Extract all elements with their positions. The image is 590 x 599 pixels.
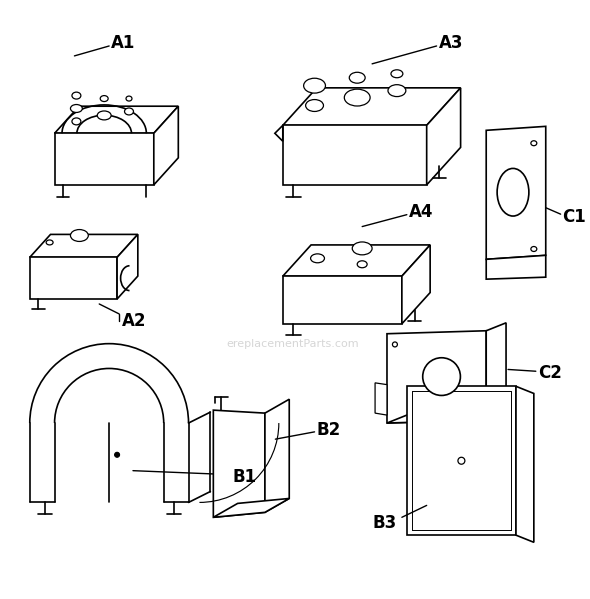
Ellipse shape: [388, 84, 406, 96]
Ellipse shape: [497, 168, 529, 216]
Text: B2: B2: [316, 420, 341, 439]
Polygon shape: [486, 255, 546, 279]
Ellipse shape: [100, 96, 108, 102]
Ellipse shape: [422, 358, 460, 395]
Ellipse shape: [392, 342, 398, 347]
Polygon shape: [54, 106, 178, 134]
Polygon shape: [265, 399, 289, 512]
Polygon shape: [30, 258, 117, 299]
Polygon shape: [407, 386, 516, 535]
Ellipse shape: [72, 118, 81, 125]
Polygon shape: [154, 106, 178, 185]
Text: B1: B1: [232, 468, 256, 486]
Ellipse shape: [306, 99, 323, 111]
Text: A2: A2: [122, 312, 146, 330]
Text: A4: A4: [409, 202, 433, 220]
Ellipse shape: [357, 261, 367, 268]
Polygon shape: [486, 126, 546, 259]
Polygon shape: [283, 245, 430, 276]
Ellipse shape: [458, 457, 465, 464]
Polygon shape: [402, 245, 430, 324]
Ellipse shape: [391, 70, 403, 78]
Ellipse shape: [124, 108, 133, 115]
Ellipse shape: [70, 104, 83, 113]
Ellipse shape: [345, 89, 370, 106]
Ellipse shape: [352, 242, 372, 255]
Ellipse shape: [531, 247, 537, 252]
Text: ereplacementParts.com: ereplacementParts.com: [227, 338, 359, 349]
Text: A3: A3: [438, 34, 463, 52]
Ellipse shape: [126, 96, 132, 101]
Ellipse shape: [46, 240, 53, 245]
Text: A1: A1: [111, 34, 136, 52]
Polygon shape: [427, 88, 461, 185]
Ellipse shape: [70, 229, 88, 241]
Polygon shape: [387, 412, 506, 423]
Ellipse shape: [349, 72, 365, 83]
Text: B3: B3: [372, 515, 396, 533]
Ellipse shape: [304, 78, 326, 93]
Ellipse shape: [310, 254, 325, 263]
Polygon shape: [375, 383, 387, 415]
Polygon shape: [486, 323, 506, 420]
Polygon shape: [30, 234, 138, 258]
Polygon shape: [516, 386, 534, 542]
Polygon shape: [387, 331, 486, 423]
Polygon shape: [117, 234, 138, 299]
Polygon shape: [54, 134, 154, 185]
Ellipse shape: [97, 111, 111, 120]
Text: C1: C1: [563, 208, 586, 226]
Polygon shape: [214, 410, 265, 518]
Ellipse shape: [531, 141, 537, 146]
Polygon shape: [283, 88, 461, 125]
Ellipse shape: [72, 92, 81, 99]
Polygon shape: [275, 125, 283, 141]
Polygon shape: [283, 276, 402, 324]
Ellipse shape: [114, 452, 120, 457]
Text: C2: C2: [538, 364, 562, 382]
Polygon shape: [283, 125, 427, 185]
Polygon shape: [214, 498, 289, 518]
